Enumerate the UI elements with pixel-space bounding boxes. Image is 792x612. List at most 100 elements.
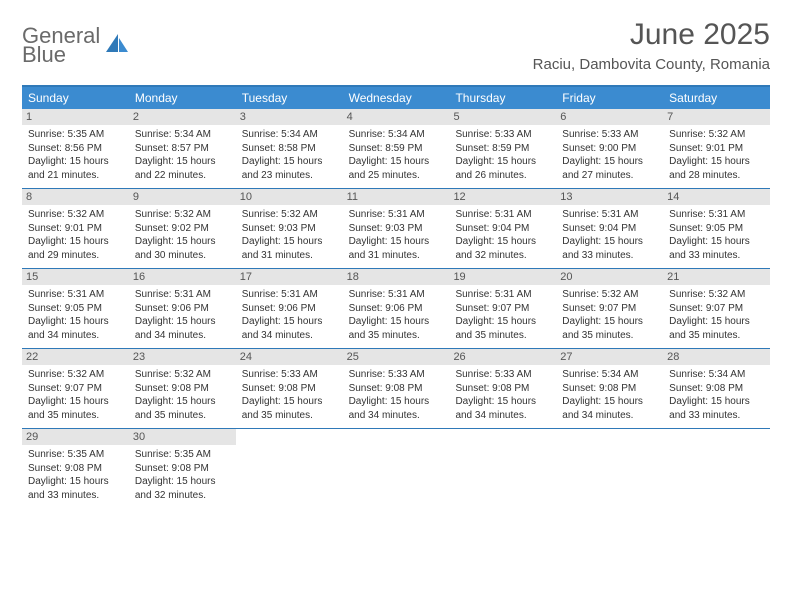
daylight-line-2: and 33 minutes. [28,489,123,503]
day-number: 14 [663,189,770,205]
daylight-line-1: Daylight: 15 hours [455,155,550,169]
title-block: June 2025 Raciu, Dambovita County, Roman… [533,18,770,73]
daylight-line-1: Daylight: 15 hours [242,315,337,329]
sunrise-line: Sunrise: 5:33 AM [242,368,337,382]
day-header: Tuesday [236,87,343,109]
calendar-cell: 15Sunrise: 5:31 AMSunset: 9:05 PMDayligh… [22,269,129,348]
calendar-cell: 4Sunrise: 5:34 AMSunset: 8:59 PMDaylight… [343,109,450,188]
daylight-line-1: Daylight: 15 hours [135,155,230,169]
daylight-line-1: Daylight: 15 hours [135,315,230,329]
daylight-line-1: Daylight: 15 hours [28,235,123,249]
daylight-line-1: Daylight: 15 hours [28,315,123,329]
daylight-line-2: and 34 minutes. [349,409,444,423]
sunset-line: Sunset: 9:08 PM [669,382,764,396]
sunrise-line: Sunrise: 5:35 AM [28,128,123,142]
week-row: 1Sunrise: 5:35 AMSunset: 8:56 PMDaylight… [22,109,770,189]
page-title: June 2025 [533,18,770,52]
daylight-line-1: Daylight: 15 hours [28,155,123,169]
day-number: 22 [22,349,129,365]
daylight-line-2: and 30 minutes. [135,249,230,263]
day-number: 28 [663,349,770,365]
day-number: 25 [343,349,450,365]
sail-icon [104,32,130,59]
calendar-cell: 13Sunrise: 5:31 AMSunset: 9:04 PMDayligh… [556,189,663,268]
daylight-line-2: and 33 minutes. [669,249,764,263]
day-header: Friday [556,87,663,109]
sunrise-line: Sunrise: 5:34 AM [562,368,657,382]
calendar-cell [449,429,556,508]
sunrise-line: Sunrise: 5:31 AM [455,288,550,302]
sunrise-line: Sunrise: 5:31 AM [349,288,444,302]
sunrise-line: Sunrise: 5:33 AM [455,368,550,382]
sunrise-line: Sunrise: 5:32 AM [669,288,764,302]
daylight-line-2: and 21 minutes. [28,169,123,183]
sunrise-line: Sunrise: 5:34 AM [135,128,230,142]
daylight-line-2: and 28 minutes. [669,169,764,183]
day-number: 2 [129,109,236,125]
day-number: 8 [22,189,129,205]
calendar-cell: 11Sunrise: 5:31 AMSunset: 9:03 PMDayligh… [343,189,450,268]
sunrise-line: Sunrise: 5:35 AM [28,448,123,462]
sunset-line: Sunset: 8:56 PM [28,142,123,156]
calendar-cell [663,429,770,508]
sunrise-line: Sunrise: 5:31 AM [28,288,123,302]
day-number: 30 [129,429,236,445]
daylight-line-2: and 35 minutes. [349,329,444,343]
daylight-line-1: Daylight: 15 hours [349,395,444,409]
sunrise-line: Sunrise: 5:32 AM [28,208,123,222]
sunrise-line: Sunrise: 5:33 AM [349,368,444,382]
sunset-line: Sunset: 8:57 PM [135,142,230,156]
calendar-cell: 20Sunrise: 5:32 AMSunset: 9:07 PMDayligh… [556,269,663,348]
daylight-line-1: Daylight: 15 hours [135,395,230,409]
calendar-cell: 2 Sunrise: 5:34 AMSunset: 8:57 PMDaylight… [129,109,236,188]
day-number: 5 [449,109,556,125]
sunset-line: Sunset: 9:04 PM [455,222,550,236]
calendar-cell: 18Sunrise: 5:31 AMSunset: 9:06 PMDayligh… [343,269,450,348]
sunrise-line: Sunrise: 5:32 AM [562,288,657,302]
day-number: 7 [663,109,770,125]
daylight-line-1: Daylight: 15 hours [28,475,123,489]
week-row: 29Sunrise: 5:35 AMSunset: 9:08 PMDayligh… [22,429,770,508]
sunrise-line: Sunrise: 5:32 AM [669,128,764,142]
daylight-line-2: and 23 minutes. [242,169,337,183]
calendar-cell: 8Sunrise: 5:32 AMSunset: 9:01 PMDaylight… [22,189,129,268]
logo-text-block: General Blue [22,24,100,66]
sunset-line: Sunset: 9:03 PM [349,222,444,236]
daylight-line-2: and 34 minutes. [455,409,550,423]
daylight-line-2: and 31 minutes. [242,249,337,263]
day-number: 29 [22,429,129,445]
sunset-line: Sunset: 9:08 PM [349,382,444,396]
day-number: 9 [129,189,236,205]
location: Raciu, Dambovita County, Romania [533,56,770,73]
daylight-line-2: and 35 minutes. [669,329,764,343]
sunset-line: Sunset: 9:01 PM [669,142,764,156]
daylight-line-2: and 32 minutes. [455,249,550,263]
daylight-line-2: and 35 minutes. [455,329,550,343]
sunrise-line: Sunrise: 5:31 AM [349,208,444,222]
calendar-cell: 6Sunrise: 5:33 AMSunset: 9:00 PMDaylight… [556,109,663,188]
sunrise-line: Sunrise: 5:34 AM [669,368,764,382]
sunrise-line: Sunrise: 5:32 AM [135,368,230,382]
calendar-cell: 21Sunrise: 5:32 AMSunset: 9:07 PMDayligh… [663,269,770,348]
header: General Blue June 2025 Raciu, Dambovita … [22,18,770,73]
daylight-line-1: Daylight: 15 hours [135,235,230,249]
daylight-line-1: Daylight: 15 hours [349,155,444,169]
calendar-cell: 28Sunrise: 5:34 AMSunset: 9:08 PMDayligh… [663,349,770,428]
day-number: 11 [343,189,450,205]
sunset-line: Sunset: 9:06 PM [242,302,337,316]
daylight-line-2: and 34 minutes. [28,329,123,343]
daylight-line-2: and 32 minutes. [135,489,230,503]
calendar-cell: 17Sunrise: 5:31 AMSunset: 9:06 PMDayligh… [236,269,343,348]
daylight-line-2: and 33 minutes. [669,409,764,423]
calendar-cell: 12Sunrise: 5:31 AMSunset: 9:04 PMDayligh… [449,189,556,268]
daylight-line-1: Daylight: 15 hours [562,155,657,169]
daylight-line-2: and 34 minutes. [242,329,337,343]
daylight-line-1: Daylight: 15 hours [669,155,764,169]
sunrise-line: Sunrise: 5:34 AM [349,128,444,142]
calendar-cell [556,429,663,508]
daylight-line-1: Daylight: 15 hours [562,395,657,409]
day-number: 3 [236,109,343,125]
sunrise-line: Sunrise: 5:34 AM [242,128,337,142]
daylight-line-1: Daylight: 15 hours [455,395,550,409]
calendar-cell: 10Sunrise: 5:32 AMSunset: 9:03 PMDayligh… [236,189,343,268]
